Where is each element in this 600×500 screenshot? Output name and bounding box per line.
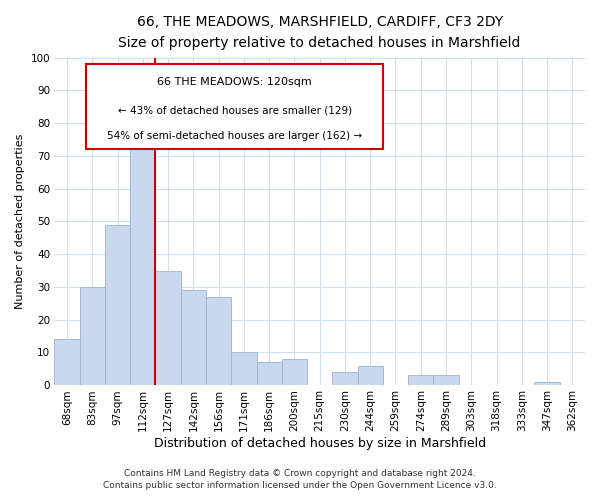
Bar [55,340,80,385]
Bar [535,382,560,385]
Y-axis label: Number of detached properties: Number of detached properties [15,134,25,309]
X-axis label: Distribution of detached houses by size in Marshfield: Distribution of detached houses by size … [154,437,486,450]
Bar [206,296,231,385]
Text: ← 43% of detached houses are smaller (129): ← 43% of detached houses are smaller (12… [118,105,352,115]
Bar [155,270,181,385]
Bar [433,376,458,385]
Bar [282,359,307,385]
Bar [332,372,358,385]
Bar [231,352,257,385]
Title: 66, THE MEADOWS, MARSHFIELD, CARDIFF, CF3 2DY
Size of property relative to detac: 66, THE MEADOWS, MARSHFIELD, CARDIFF, CF… [118,15,521,50]
Text: 66 THE MEADOWS: 120sqm: 66 THE MEADOWS: 120sqm [157,77,312,87]
Bar [181,290,206,385]
Bar [80,287,105,385]
Text: Contains HM Land Registry data © Crown copyright and database right 2024.
Contai: Contains HM Land Registry data © Crown c… [103,468,497,490]
Bar [408,376,433,385]
Bar [358,366,383,385]
Bar [105,224,130,385]
Bar [130,133,155,385]
Bar [257,362,282,385]
Text: 54% of semi-detached houses are larger (162) →: 54% of semi-detached houses are larger (… [107,130,362,140]
FancyBboxPatch shape [86,64,383,150]
